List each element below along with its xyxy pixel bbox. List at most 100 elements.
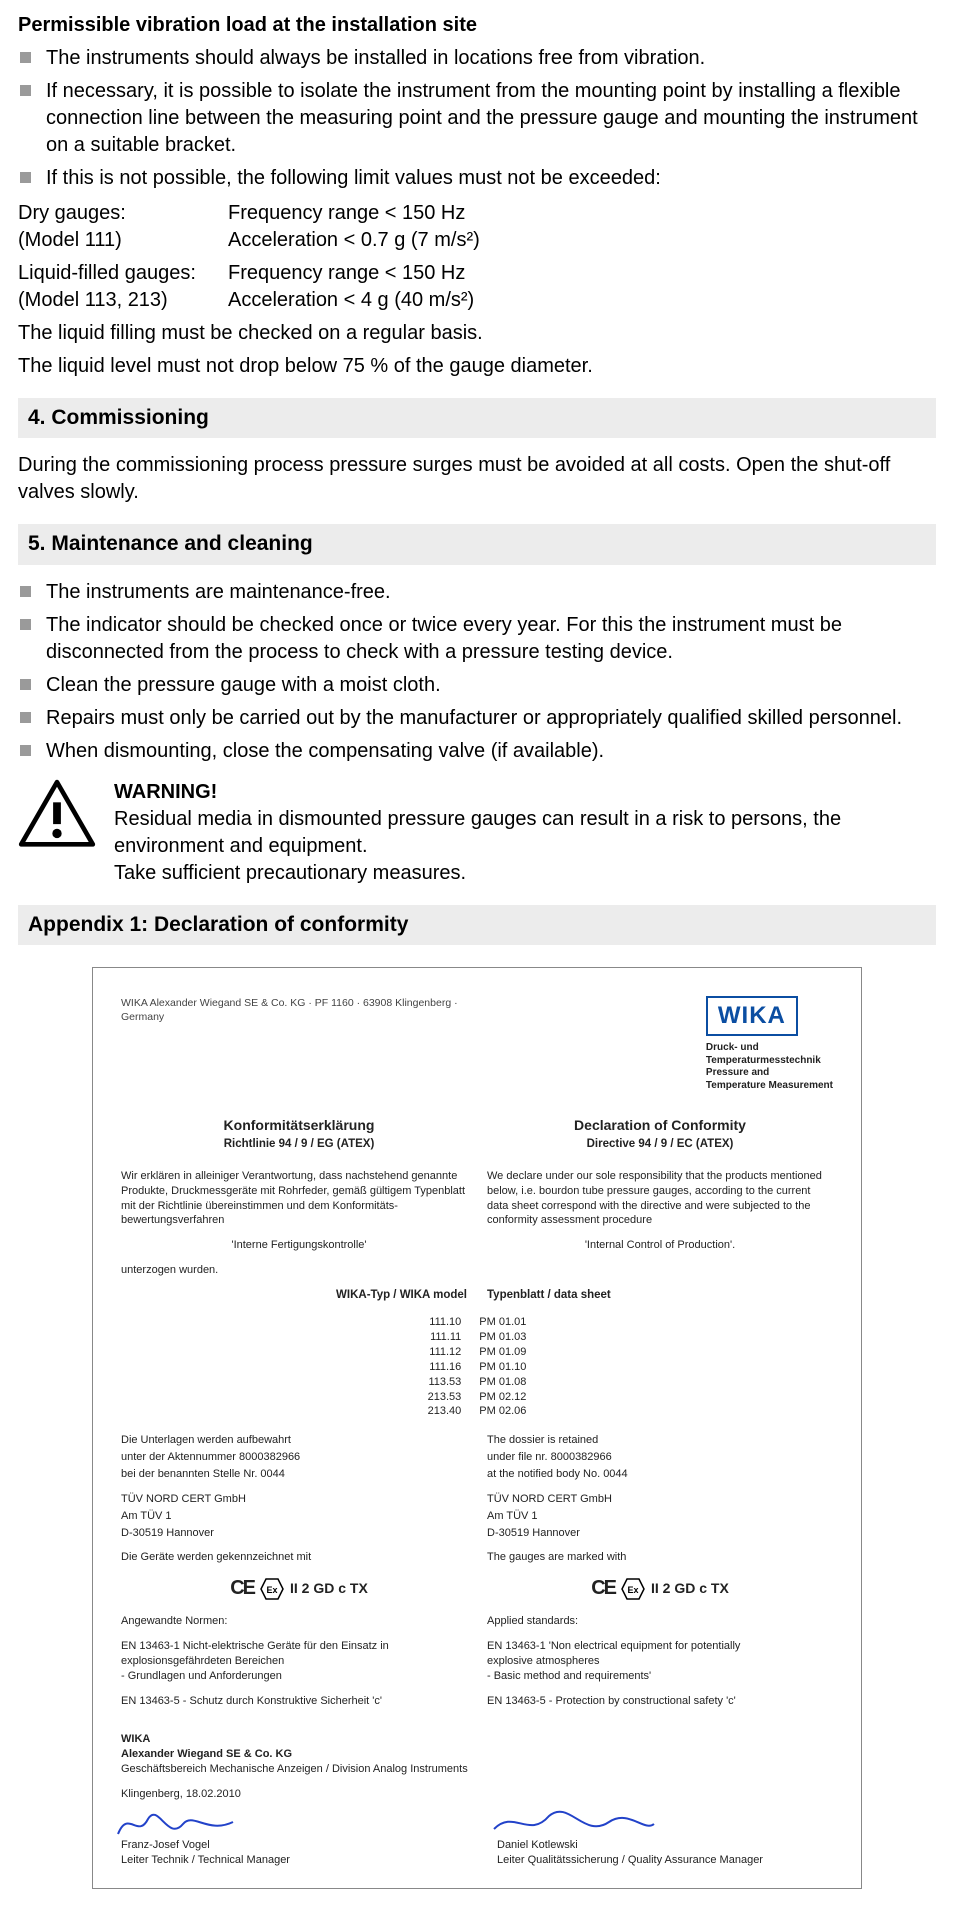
model-row: 111.12 — [428, 1345, 462, 1360]
ce-mark-en: CE Ex II 2 GD c TX — [487, 1575, 833, 1602]
warning-icon — [18, 779, 96, 849]
model-row: 111.16 — [428, 1360, 462, 1375]
list-item: If necessary, it is possible to isolate … — [18, 78, 936, 159]
de-tuv2: Am TÜV 1 — [121, 1509, 477, 1524]
en-appl: Applied standards: — [487, 1614, 833, 1629]
sheet-row: PM 01.09 — [479, 1345, 526, 1360]
en-tuv2: Am TÜV 1 — [487, 1509, 833, 1524]
liquid-note-2: The liquid level must not drop below 75 … — [18, 353, 936, 380]
ce-icon: CE — [230, 1575, 254, 1602]
svg-text:Ex: Ex — [266, 1585, 277, 1595]
liq-label: Liquid-filled gauges: — [18, 260, 228, 287]
en-sub: Directive 94 / 9 / EC (ATEX) — [487, 1137, 833, 1153]
liquid-gauges-spec: Liquid-filled gauges: Frequency range < … — [18, 260, 936, 314]
company-2: Alexander Wiegand SE & Co. KG — [121, 1747, 833, 1762]
list-item: Clean the pressure gauge with a moist cl… — [18, 672, 936, 699]
en-dossier1: The dossier is retained — [487, 1433, 833, 1448]
list-item: The instruments should always be install… — [18, 45, 936, 72]
section-4-head: 4. Commissioning — [18, 398, 936, 438]
model-row: 113.53 — [428, 1375, 462, 1390]
en-dossier2: under file nr. 8000382966 — [487, 1450, 833, 1465]
sheet-row: PM 02.06 — [479, 1404, 526, 1419]
sheet-head: Typenblatt / data sheet — [487, 1288, 833, 1304]
liquid-note-1: The liquid filling must be checked on a … — [18, 320, 936, 347]
section-4-body: During the commissioning process pressur… — [18, 452, 936, 506]
model-head: WIKA-Typ / WIKA model — [121, 1288, 477, 1304]
ex-icon: Ex — [260, 1578, 284, 1600]
de-dossier2: unter der Aktennummer 8000382966 — [121, 1450, 477, 1465]
de-sub: Richtlinie 94 / 9 / EG (ATEX) — [121, 1137, 477, 1153]
model-row: 213.40 — [428, 1404, 462, 1419]
sheet-row: PM 01.03 — [479, 1330, 526, 1345]
dry-freq: Frequency range < 150 Hz — [228, 200, 936, 227]
ce-icon: CE — [591, 1575, 615, 1602]
company-3: Geschäftsbereich Mechanische Anzeigen / … — [121, 1762, 833, 1777]
logo-sub-de: Druck- und Temperaturmesstechnik — [706, 1042, 833, 1067]
de-p2: unterzogen wurden. — [121, 1263, 477, 1278]
warning-body-2: Take sufficient precautionary measures. — [114, 860, 936, 887]
model-row: 213.53 — [428, 1390, 462, 1405]
en-dossier3: at the notified body No. 0044 — [487, 1467, 833, 1482]
de-std2: EN 13463-5 - Schutz durch Konstruktive S… — [121, 1694, 477, 1709]
list-item: The indicator should be checked once or … — [18, 612, 936, 666]
ce-mark-de: CE Ex II 2 GD c TX — [121, 1575, 477, 1602]
en-quote: 'Internal Control of Production'. — [487, 1238, 833, 1253]
maint-list: The instruments are maintenance-free. Th… — [18, 579, 936, 765]
dry-gauges-spec: Dry gauges: Frequency range < 150 Hz (Mo… — [18, 200, 936, 254]
de-std1: EN 13463-1 Nicht-elektrische Geräte für … — [121, 1639, 477, 1684]
model-row: 111.10 — [428, 1315, 462, 1330]
ce-text: II 2 GD c TX — [290, 1579, 368, 1598]
logo-sub-en: Pressure and Temperature Measurement — [706, 1067, 833, 1092]
dry-sub: (Model 111) — [18, 227, 228, 254]
signature-1-icon — [113, 1804, 253, 1846]
en-heading: Declaration of Conformity — [487, 1116, 833, 1135]
liq-sub: (Model 113, 213) — [18, 287, 228, 314]
cert-address: WIKA Alexander Wiegand SE & Co. KG · PF … — [121, 996, 481, 1024]
svg-text:Ex: Ex — [627, 1585, 638, 1595]
liq-acc: Acceleration < 4 g (40 m/s²) — [228, 287, 936, 314]
en-std2: EN 13463-5 - Protection by constructiona… — [487, 1694, 833, 1709]
sheet-row: PM 01.08 — [479, 1375, 526, 1390]
en-tuv3: D-30519 Hannover — [487, 1526, 833, 1541]
sheet-row: PM 01.10 — [479, 1360, 526, 1375]
warning-title: WARNING! — [114, 779, 936, 806]
de-mark: Die Geräte werden gekennzeichnet mit — [121, 1550, 477, 1565]
sheet-row: PM 02.12 — [479, 1390, 526, 1405]
vibration-list: The instruments should always be install… — [18, 45, 936, 192]
de-appl: Angewandte Normen: — [121, 1614, 477, 1629]
liq-freq: Frequency range < 150 Hz — [228, 260, 936, 287]
vibration-title: Permissible vibration load at the instal… — [18, 12, 936, 39]
warning-block: WARNING! Residual media in dismounted pr… — [18, 779, 936, 887]
de-p1: Wir erklären in alleiniger Verantwortung… — [121, 1169, 477, 1228]
company-1: WIKA — [121, 1732, 833, 1747]
ce-text: II 2 GD c TX — [651, 1579, 729, 1598]
en-p1: We declare under our sole responsibility… — [487, 1169, 833, 1228]
warning-body-1: Residual media in dismounted pressure ga… — [114, 806, 936, 860]
list-item: When dismounting, close the compensating… — [18, 738, 936, 765]
en-std1: EN 13463-1 'Non electrical equipment for… — [487, 1639, 833, 1684]
cert-date: Klingenberg, 18.02.2010 — [121, 1787, 833, 1802]
sig2-title: Leiter Qualitätssicherung / Quality Assu… — [497, 1853, 833, 1868]
sheet-row: PM 01.01 — [479, 1315, 526, 1330]
signature-2-icon — [489, 1804, 659, 1846]
de-quote: 'Interne Fertigungskontrolle' — [121, 1238, 477, 1253]
list-item: If this is not possible, the following l… — [18, 165, 936, 192]
model-row: 111.11 — [428, 1330, 462, 1345]
model-table: 111.10 111.11 111.12 111.16 113.53 213.5… — [121, 1315, 833, 1419]
dry-label: Dry gauges: — [18, 200, 228, 227]
list-item: Repairs must only be carried out by the … — [18, 705, 936, 732]
en-mark: The gauges are marked with — [487, 1550, 833, 1565]
section-5-head: 5. Maintenance and cleaning — [18, 524, 936, 564]
de-tuv1: TÜV NORD CERT GmbH — [121, 1492, 477, 1507]
appendix-head: Appendix 1: Declaration of conformity — [18, 905, 936, 945]
ex-icon: Ex — [621, 1578, 645, 1600]
de-dossier3: bei der benannten Stelle Nr. 0044 — [121, 1467, 477, 1482]
wika-logo: WIKA — [706, 996, 798, 1036]
conformity-certificate: WIKA Alexander Wiegand SE & Co. KG · PF … — [92, 967, 862, 1888]
list-item: The instruments are maintenance-free. — [18, 579, 936, 606]
sig1-title: Leiter Technik / Technical Manager — [121, 1853, 457, 1868]
dry-acc: Acceleration < 0.7 g (7 m/s²) — [228, 227, 936, 254]
de-heading: Konformitätserklärung — [121, 1116, 477, 1135]
de-tuv3: D-30519 Hannover — [121, 1526, 477, 1541]
en-tuv1: TÜV NORD CERT GmbH — [487, 1492, 833, 1507]
